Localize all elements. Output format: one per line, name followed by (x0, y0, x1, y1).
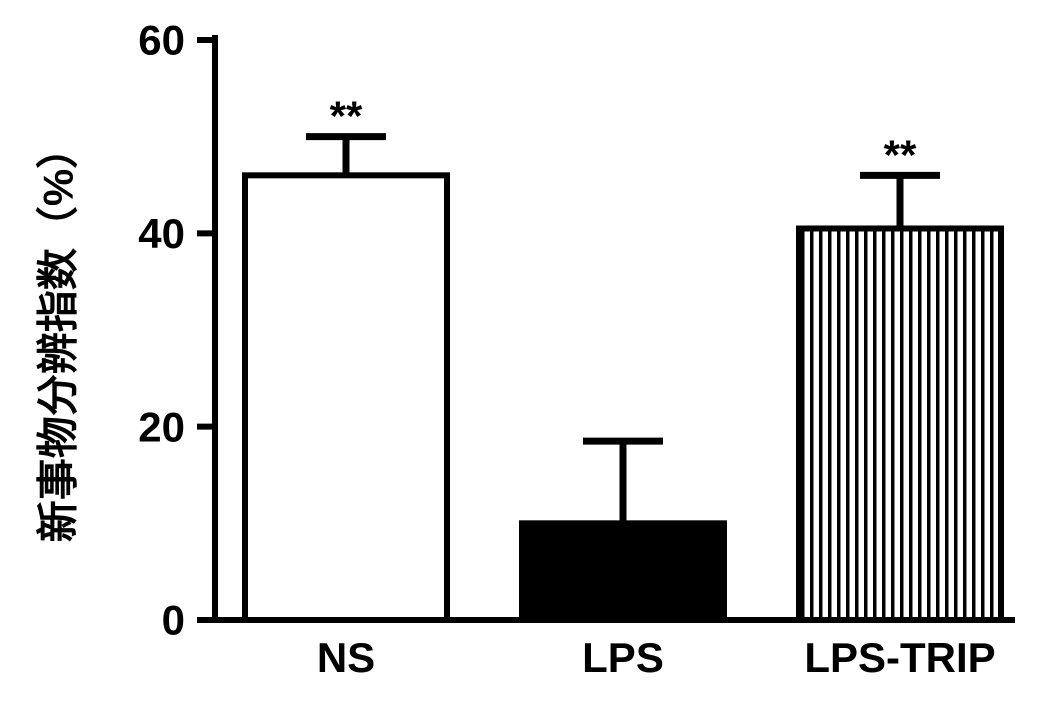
bar-NS (245, 175, 447, 620)
significance-LPS-TRIP: ** (884, 131, 917, 178)
significance-NS: ** (330, 93, 363, 140)
bar-chart: ** NS LPS ** LPS-TRIP 0 20 40 60 新事物分辨指数（%） (0, 0, 1062, 707)
bar-LPS (522, 523, 724, 620)
y-axis-label: 新事物分辨指数（%） (25, 55, 86, 615)
xcategory-NS: NS (317, 634, 375, 681)
bar-LPS-TRIP (799, 229, 1001, 621)
xcategory-LPS: LPS (582, 634, 664, 681)
y-tick-label: 20 (138, 403, 185, 450)
y-tick-label: 60 (138, 17, 185, 64)
y-tick-label: 0 (162, 597, 185, 644)
xcategory-LPS-TRIP: LPS-TRIP (804, 634, 995, 681)
y-tick-label: 40 (138, 210, 185, 257)
